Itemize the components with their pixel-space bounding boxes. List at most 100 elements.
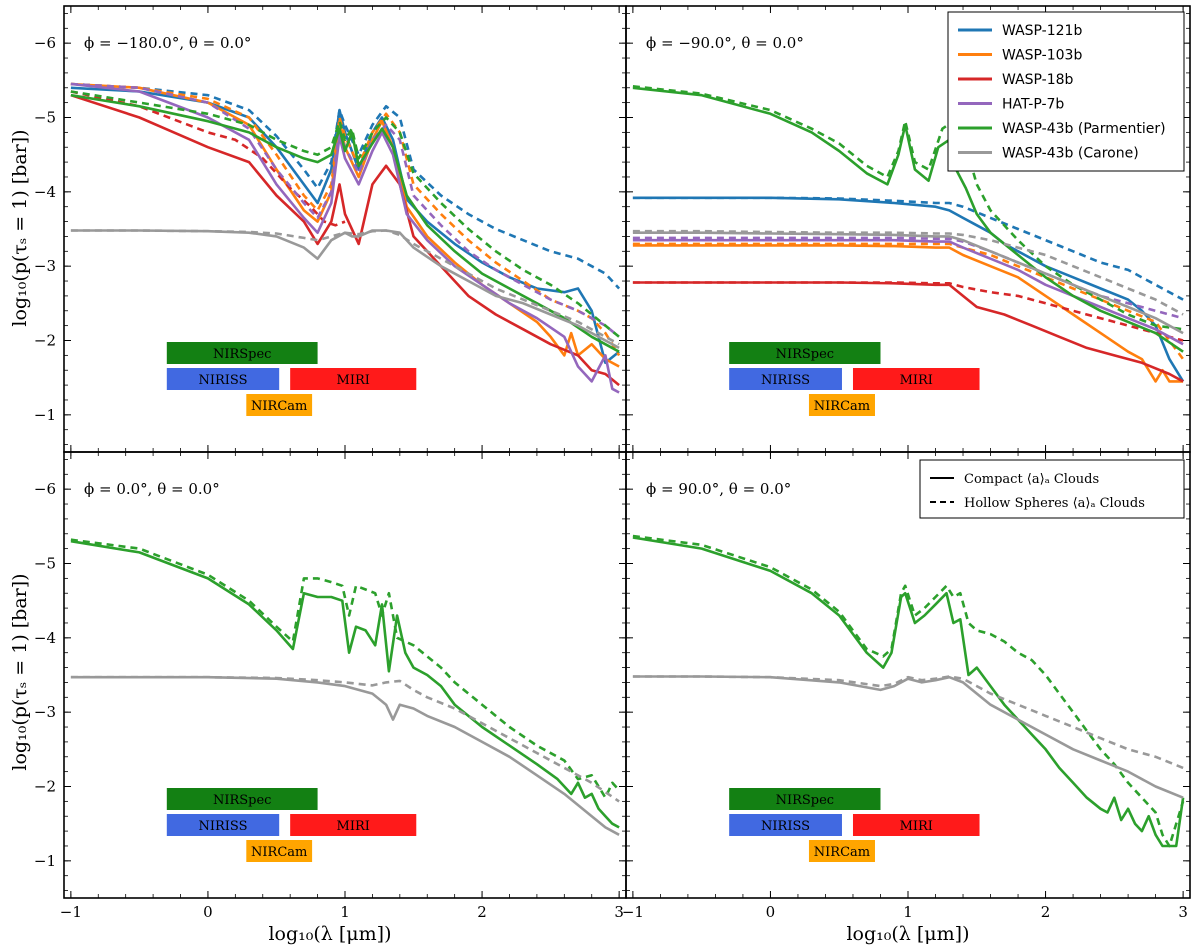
x-tick-label: −1 bbox=[622, 903, 644, 921]
series-line-wasp-43b-carone--solid bbox=[632, 231, 1184, 335]
series-line-wasp-43b-parmentier--dashed bbox=[632, 534, 1185, 848]
legend-planets: WASP-121b WASP-103b WASP-18b HAT-P-7b WASP-4… bbox=[947, 11, 1185, 172]
instrument-label-nirspec: NIRSpec bbox=[213, 793, 272, 808]
instrument-label-miri: MIRI bbox=[337, 373, 370, 388]
series-line-wasp-43b-carone--solid bbox=[70, 675, 620, 836]
y-tick-label: −6 bbox=[34, 480, 56, 498]
y-tick-label: −4 bbox=[34, 629, 56, 647]
instrument-bar-nirspec bbox=[166, 788, 318, 810]
instrument-label-nircam: NIRCam bbox=[814, 399, 870, 414]
legend-box bbox=[919, 459, 1185, 519]
series-line-wasp-121b-dashed bbox=[70, 82, 621, 290]
instrument-label-miri: MIRI bbox=[900, 373, 933, 388]
x-tick-label: −1 bbox=[60, 903, 82, 921]
series-line-wasp-103b-dashed bbox=[70, 82, 621, 357]
series-line-wasp-18b-solid bbox=[70, 93, 620, 387]
instrument-label-niriss: NIRISS bbox=[761, 373, 810, 388]
instrument-bar-niriss bbox=[729, 368, 842, 390]
instrument-label-niriss: NIRISS bbox=[198, 373, 247, 388]
instrument-bar-miri bbox=[852, 368, 980, 390]
instrument-label-nirspec: NIRSpec bbox=[776, 793, 835, 808]
instrument-bar-niriss bbox=[166, 368, 280, 390]
series-line-wasp-43b-parmentier--solid bbox=[632, 536, 1185, 848]
instrument-label-nirspec: NIRSpec bbox=[776, 347, 835, 362]
panel-1: NIRSpecNIRISSMIRINIRCam-10123−6−5−4−3−2−… bbox=[34, 5, 627, 453]
series-line-hat-p-7b-dashed bbox=[632, 236, 1184, 320]
legend-entry: WASP-103b bbox=[1002, 48, 1082, 64]
y-tick-label: −2 bbox=[34, 778, 56, 796]
y-tick-label: −3 bbox=[34, 257, 56, 275]
instrument-bar-nircam bbox=[246, 840, 313, 862]
y-tick-label: −1 bbox=[34, 852, 56, 870]
instrument-label-nircam: NIRCam bbox=[814, 845, 870, 860]
panel-3: NIRSpec NIRISS MIRI NIRCam −1 0 1 2 3 −6 −5 −4 −3 −2 −… bbox=[34, 451, 627, 921]
series-line-wasp-103b-dashed bbox=[632, 242, 1185, 360]
instrument-label-miri: MIRI bbox=[900, 819, 933, 834]
y-tick-label: −4 bbox=[34, 183, 56, 201]
series-line-wasp-18b-dashed bbox=[632, 281, 1184, 342]
panel-title: ϕ = 0.0°, θ = 0.0° bbox=[84, 480, 220, 498]
legend-style-entry: Hollow Spheres ⟨a⟩ₐ Clouds bbox=[964, 496, 1145, 511]
legend-style-entry: Compact ⟨a⟩ₐ Clouds bbox=[964, 472, 1099, 487]
series-line-hat-p-7b-solid bbox=[70, 82, 620, 394]
instrument-bar-nircam bbox=[808, 840, 875, 862]
legend-entry: WASP-43b (Carone) bbox=[1002, 146, 1139, 162]
series-line-wasp-43b-carone--dashed bbox=[70, 675, 620, 803]
x-tick-label: 2 bbox=[477, 903, 487, 921]
series-line-wasp-103b-solid bbox=[632, 244, 1184, 383]
y-tick-label: −3 bbox=[34, 703, 56, 721]
instrument-bar-nircam bbox=[246, 394, 313, 416]
series-line-wasp-121b-solid bbox=[632, 196, 1185, 383]
y-tick-label: −1 bbox=[34, 406, 56, 424]
legend-box bbox=[947, 11, 1185, 172]
instrument-label-niriss: NIRISS bbox=[761, 819, 810, 834]
instrument-bar-nircam bbox=[808, 394, 875, 416]
series-line-wasp-43b-parmentier--dashed bbox=[632, 85, 1184, 331]
y-tick-label: −5 bbox=[34, 109, 56, 127]
panel-title: ϕ = −90.0°, θ = 0.0° bbox=[646, 34, 804, 52]
x-tick-label: 2 bbox=[1041, 903, 1051, 921]
legend-entry: WASP-121b bbox=[1002, 23, 1082, 39]
series-line-wasp-43b-parmentier--solid bbox=[632, 86, 1184, 353]
legend-styles: Compact ⟨a⟩ₐ Clouds Hollow Spheres ⟨a⟩ₐ C… bbox=[919, 459, 1185, 519]
series-line-wasp-43b-carone--dashed bbox=[632, 675, 1184, 770]
y-axis-label-top: log₁₀(p(τₛ = 1) [bar]) bbox=[9, 129, 31, 326]
legend-entry: WASP-43b (Parmentier) bbox=[1002, 121, 1166, 137]
legend-entry: WASP-18b bbox=[1002, 72, 1074, 88]
panel-title: ϕ = 90.0°, θ = 0.0° bbox=[646, 480, 791, 498]
series-line-wasp-43b-carone--solid bbox=[632, 675, 1184, 799]
instrument-bar-miri bbox=[290, 368, 417, 390]
x-tick-label: 3 bbox=[614, 903, 624, 921]
x-axis-label-right: log₁₀(λ [μm]) bbox=[846, 923, 969, 945]
instrument-bar-niriss bbox=[166, 814, 280, 836]
series-line-wasp-43b-parmentier--dashed bbox=[70, 538, 621, 800]
y-tick-label: −5 bbox=[34, 555, 56, 573]
x-tick-label: 1 bbox=[903, 903, 913, 921]
y-axis-label-bottom: log₁₀(p(τₛ = 1) [bar]) bbox=[9, 573, 31, 770]
series-line-wasp-43b-parmentier--solid bbox=[70, 93, 620, 353]
series-line-hat-p-7b-dashed bbox=[70, 82, 620, 338]
instrument-bar-nirspec bbox=[166, 342, 318, 364]
x-tick-label: 3 bbox=[1178, 903, 1188, 921]
instrument-bar-nirspec bbox=[729, 342, 881, 364]
instrument-label-miri: MIRI bbox=[337, 819, 370, 834]
panel-4: NIRSpec NIRISS MIRI NIRCam −1 0 1 2 3 ϕ = 90.0°, … bbox=[622, 451, 1191, 921]
x-tick-label: 0 bbox=[203, 903, 213, 921]
series-line-wasp-121b-dashed bbox=[632, 196, 1184, 301]
series-line-wasp-43b-parmentier--solid bbox=[70, 539, 620, 829]
series-line-wasp-43b-parmentier--dashed bbox=[70, 90, 620, 338]
instrument-label-nirspec: NIRSpec bbox=[213, 347, 272, 362]
instrument-label-niriss: NIRISS bbox=[198, 819, 247, 834]
legend-entry: HAT-P-7b bbox=[1002, 97, 1064, 113]
y-tick-label: −6 bbox=[34, 34, 56, 52]
x-axis-label-left: log₁₀(λ [μm]) bbox=[268, 923, 391, 945]
instrument-label-nircam: NIRCam bbox=[251, 845, 307, 860]
series-line-wasp-43b-carone--dashed bbox=[70, 229, 620, 346]
instrument-bar-miri bbox=[852, 814, 980, 836]
x-tick-label: 1 bbox=[340, 903, 350, 921]
instrument-label-nircam: NIRCam bbox=[251, 399, 307, 414]
instrument-bar-miri bbox=[290, 814, 417, 836]
panel-title: ϕ = −180.0°, θ = 0.0° bbox=[84, 34, 251, 52]
